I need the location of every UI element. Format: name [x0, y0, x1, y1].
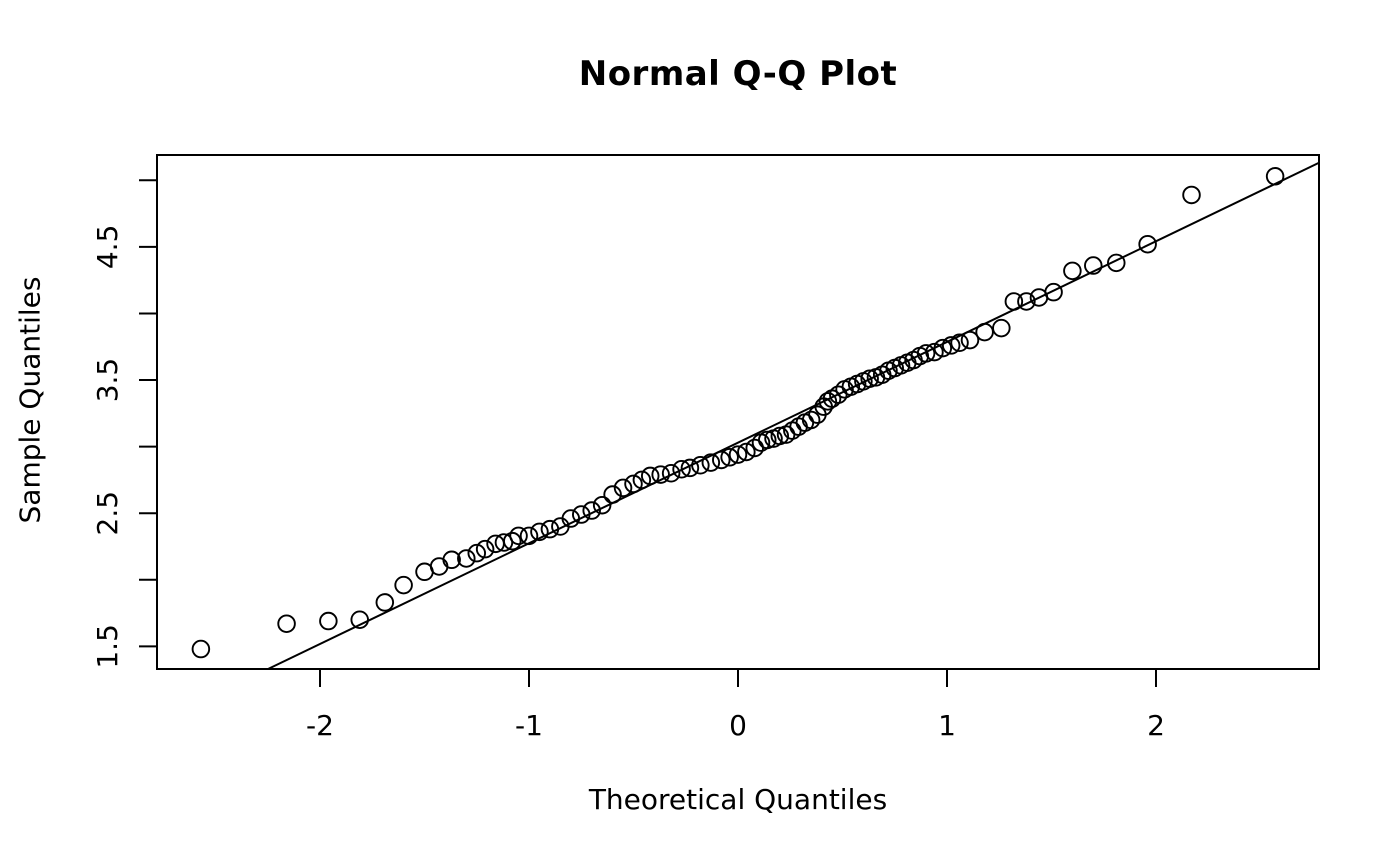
data-point	[350, 610, 369, 629]
x-tick-label: 1	[938, 709, 956, 742]
reference-line	[267, 161, 1320, 670]
data-point	[651, 465, 670, 484]
data-point	[613, 478, 633, 498]
data-point	[1182, 185, 1201, 205]
chart-title: Normal Q-Q Plot	[578, 54, 898, 94]
data-point	[1017, 292, 1036, 311]
data-point	[992, 318, 1011, 338]
data-point	[191, 639, 211, 659]
data-point	[941, 336, 961, 355]
data-point	[672, 460, 691, 479]
data-point	[442, 550, 461, 570]
data-point	[394, 575, 413, 595]
data-point	[632, 470, 652, 490]
x-tick-label: 2	[1147, 709, 1165, 742]
data-point	[720, 448, 739, 467]
data-point	[540, 519, 560, 539]
x-axis-title: Theoretical Quantiles	[588, 783, 888, 816]
data-point	[728, 445, 748, 464]
y-tick-label: 3.5	[91, 358, 124, 403]
data-point	[475, 539, 495, 559]
y-tick-label: 4.5	[91, 225, 124, 270]
data-point	[691, 456, 710, 475]
data-point	[1107, 253, 1126, 273]
data-point	[770, 426, 790, 446]
data-point	[375, 593, 395, 612]
x-tick-label: 0	[729, 709, 747, 742]
data-point	[592, 495, 612, 515]
data-point	[572, 505, 591, 524]
data-point	[457, 549, 476, 568]
data-point	[1044, 282, 1063, 302]
data-point	[925, 342, 944, 362]
data-point	[933, 338, 953, 358]
data-point	[950, 333, 969, 353]
data-point	[661, 464, 681, 483]
data-point	[319, 611, 338, 631]
data-point	[640, 466, 660, 486]
x-tick-label: -1	[515, 709, 543, 742]
data-point	[701, 453, 721, 472]
data-point	[737, 442, 756, 462]
data-point	[467, 543, 487, 563]
data-point	[509, 526, 528, 546]
data-point	[801, 410, 821, 430]
data-point	[429, 557, 449, 576]
x-tick-label: -2	[306, 709, 334, 742]
data-point	[519, 526, 539, 546]
data-point	[503, 531, 522, 551]
data-point	[1265, 167, 1285, 186]
data-point	[1084, 256, 1103, 275]
plot-border	[156, 154, 1320, 670]
y-tick-label: 2.5	[91, 491, 124, 536]
y-tick-label: 1.5	[91, 624, 124, 669]
data-point	[960, 330, 980, 350]
data-point	[1063, 261, 1082, 281]
data-point	[1138, 234, 1157, 254]
y-axis-title: Sample Quantiles	[13, 276, 47, 524]
data-point	[818, 392, 838, 411]
data-point	[530, 522, 549, 542]
data-point	[712, 450, 731, 470]
data-point	[561, 509, 581, 528]
data-point	[1004, 292, 1024, 311]
data-point	[975, 322, 994, 342]
data-point	[603, 485, 622, 504]
data-point	[860, 369, 879, 388]
data-point	[624, 474, 643, 494]
data-point	[758, 430, 777, 450]
data-point	[277, 614, 296, 633]
data-point	[916, 344, 936, 363]
data-point	[582, 501, 601, 520]
data-point	[680, 458, 700, 478]
